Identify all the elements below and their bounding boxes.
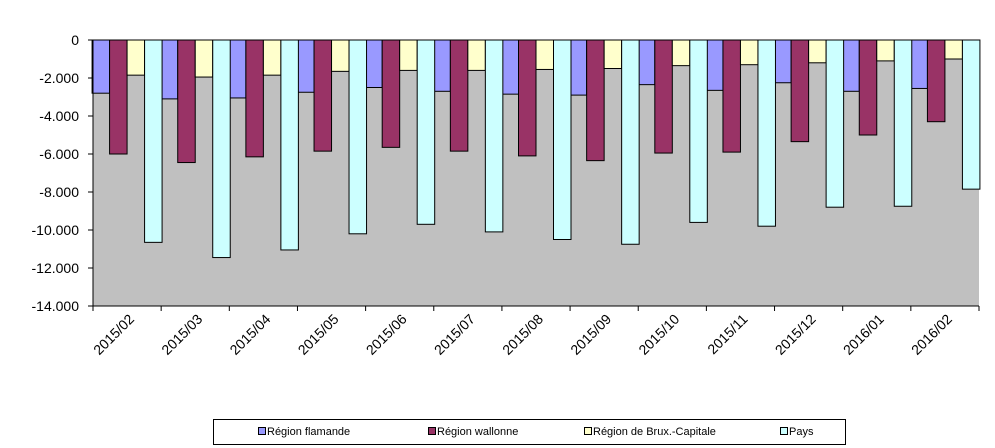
bar-r-gion-de-brux-capitale-2015-03 (194, 39, 214, 78)
x-tick-label: 2015/02 (90, 311, 137, 358)
legend-label-pays: Pays (789, 426, 814, 438)
legend-label-region-bruxelles: Région de Brux.-Capitale (593, 426, 716, 438)
y-tick-label: -8.000 (39, 184, 79, 200)
bar-pays-2015-12 (825, 39, 845, 208)
legend-item-region-wallonne: Région wallonne (428, 426, 518, 438)
bar-r-gion-wallonne-2015-04 (245, 39, 264, 158)
bar-r-gion-de-brux-capitale-2015-09 (603, 39, 623, 69)
bar-pays-2015-07 (484, 39, 504, 233)
x-tick-label: 2015/04 (226, 311, 273, 358)
x-tick-label: 2015/03 (158, 311, 205, 358)
bar-r-gion-wallonne-2015-12 (790, 39, 810, 143)
bar-r-gion-flamande-2016-02 (909, 39, 928, 89)
y-tick-label: -10.000 (32, 222, 80, 238)
legend: Région flamande Région wallonne Région d… (213, 419, 846, 445)
bar-pays-2015-02 (144, 39, 163, 243)
bar-r-gion-wallonne-2015-08 (518, 39, 537, 157)
bar-r-gion-de-brux-capitale-2015-07 (467, 39, 486, 71)
bar-pays-2015-03 (212, 39, 231, 259)
bar-r-gion-de-brux-capitale-2015-04 (262, 39, 282, 76)
bar-r-gion-flamande-2015-10 (636, 39, 656, 86)
legend-swatch-pays (780, 427, 788, 436)
legend-label-region-flamande: Région flamande (267, 426, 351, 438)
bar-r-gion-wallonne-2016-01 (858, 39, 878, 136)
x-axis: 2015/02 2015/03 2015/04 2015/05 2015/06 2015/… (90, 305, 980, 358)
bar-r-gion-wallonne-2015-09 (586, 39, 605, 162)
bar-r-gion-flamande-2015-11 (704, 39, 724, 91)
bar-r-gion-flamande-2016-01 (841, 39, 860, 92)
legend-item-region-flamande: Région flamande (258, 426, 350, 438)
bar-pays-2016-02 (961, 39, 981, 190)
x-tick-label: 2015/06 (363, 311, 410, 358)
bar-r-gion-de-brux-capitale-2015-12 (808, 39, 827, 64)
bar-r-gion-wallonne-2015-05 (313, 39, 333, 152)
bar-r-gion-de-brux-capitale-2015-05 (331, 39, 350, 72)
bar-r-gion-de-brux-capitale-2015-08 (535, 39, 554, 70)
bar-pays-2015-09 (621, 39, 640, 245)
bar-r-gion-flamande-2015-09 (568, 39, 588, 96)
legend-item-pays: Pays (780, 426, 813, 438)
bar-r-gion-de-brux-capitale-2015-10 (671, 39, 691, 67)
bar-r-gion-de-brux-capitale-2015-11 (739, 39, 759, 66)
bar-r-gion-flamande-2015-04 (227, 39, 247, 99)
bar-r-gion-wallonne-2015-10 (654, 39, 673, 154)
legend-item-region-bruxelles: Région de Brux.-Capitale (584, 426, 716, 438)
x-tick-label: 2016/01 (840, 311, 887, 358)
bar-r-gion-wallonne-2015-11 (722, 39, 741, 153)
legend-swatch-region-flamande (258, 427, 266, 436)
x-tick-label: 2015/11 (704, 311, 751, 358)
bar-r-gion-wallonne-2016-02 (926, 39, 946, 123)
bar-r-gion-wallonne-2015-06 (381, 39, 401, 148)
bar-r-gion-de-brux-capitale-2015-06 (399, 39, 418, 71)
bar-pays-2015-05 (348, 39, 368, 235)
bar-pays-2015-06 (416, 39, 436, 225)
y-tick-label: -12.000 (32, 260, 80, 276)
bar-r-gion-de-brux-capitale-2015-02 (126, 39, 146, 76)
bar-r-gion-wallonne-2015-03 (177, 39, 196, 164)
x-tick-label: 2015/07 (431, 311, 478, 358)
bar-r-gion-flamande-2015-05 (296, 39, 315, 93)
y-axis: 0 -2.000 -4.000 -6.000 -8.000 -10.000 -12.000 -… (32, 32, 94, 314)
x-tick-label: 2016/02 (908, 311, 955, 358)
x-tick-label: 2015/08 (499, 311, 546, 358)
y-tick-label: -14.000 (32, 298, 80, 314)
bar-r-gion-wallonne-2015-07 (449, 39, 469, 152)
bar-r-gion-de-brux-capitale-2016-01 (876, 39, 895, 62)
bar-r-gion-flamande-2015-03 (159, 39, 179, 100)
legend-label-region-wallonne: Région wallonne (437, 426, 519, 438)
y-tick-label: -6.000 (39, 146, 79, 162)
legend-swatch-region-wallonne (428, 427, 436, 436)
bar-r-gion-de-brux-capitale-2016-02 (944, 39, 963, 60)
bar-r-gion-flamande-2015-12 (773, 39, 792, 84)
bar-r-gion-wallonne-2015-02 (109, 39, 128, 155)
bar-pays-2015-10 (689, 39, 708, 223)
bar-pays-2016-01 (893, 39, 913, 207)
x-tick-label: 2015/10 (635, 311, 682, 358)
y-tick-label: -4.000 (39, 108, 79, 124)
x-tick-label: 2015/12 (772, 311, 819, 358)
x-tick-label: 2015/05 (295, 311, 342, 358)
bar-pays-2015-04 (280, 39, 299, 251)
x-tick-label: 2015/09 (567, 311, 614, 358)
bar-pays-2015-11 (757, 39, 776, 227)
bars-group (91, 39, 981, 259)
bar-r-gion-flamande-2015-07 (432, 39, 451, 92)
bar-pays-2015-08 (553, 39, 572, 240)
bar-r-gion-flamande-2015-02 (91, 39, 111, 94)
y-tick-label: -2.000 (39, 70, 79, 86)
legend-swatch-region-bruxelles (584, 427, 592, 436)
y-tick-label: 0 (71, 32, 79, 48)
bar-r-gion-flamande-2015-06 (364, 39, 383, 88)
bar-r-gion-flamande-2015-08 (500, 39, 519, 95)
